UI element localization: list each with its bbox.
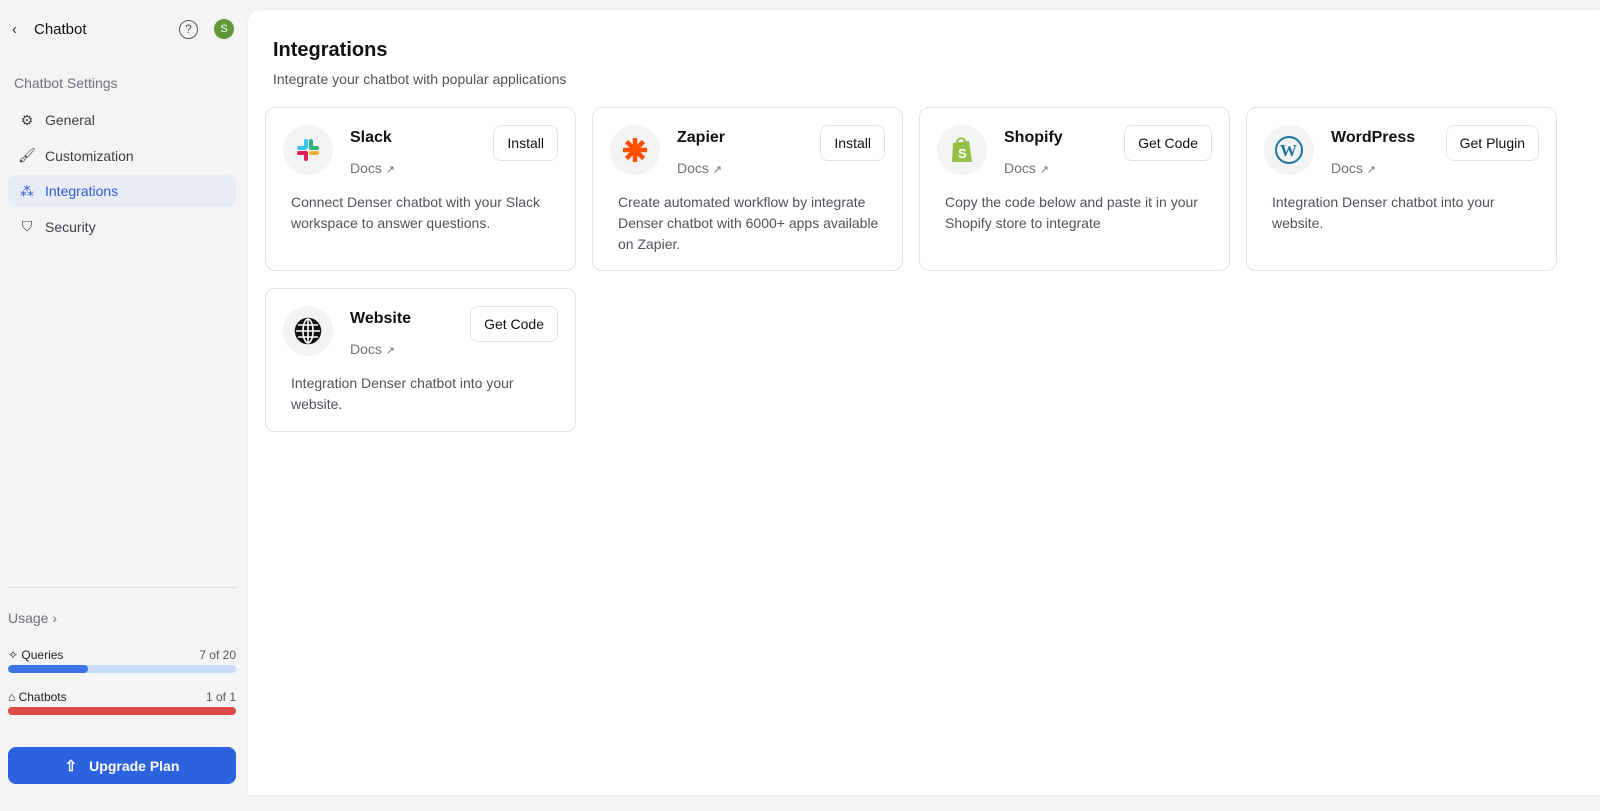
sidebar-item-general[interactable]: ⚙ General <box>8 104 236 136</box>
sidebar-item-integrations[interactable]: ⁂ Integrations <box>8 175 236 207</box>
page-subtitle: Integrate your chatbot with popular appl… <box>273 71 567 87</box>
back-button[interactable]: Chatbot <box>34 20 87 38</box>
docs-link[interactable]: Docs ↗ <box>350 160 395 176</box>
back-chevron-icon[interactable]: ‹ <box>12 20 17 38</box>
integration-card-website: Website Docs ↗ Get Code Integration Dens… <box>265 288 576 432</box>
integration-card-slack: Slack Docs ↗ Install Connect Denser chat… <box>265 107 576 271</box>
external-link-icon: ↗ <box>712 164 723 176</box>
queries-label: Queries <box>21 648 64 662</box>
shield-icon: ⛉ <box>21 218 33 234</box>
zapier-action-button[interactable]: Install <box>820 125 885 161</box>
sparkle-icon: ✧ <box>8 648 22 662</box>
external-link-icon: ↗ <box>385 164 396 176</box>
shopify-logo-icon: S <box>937 125 987 175</box>
gear-icon: ⚙ <box>20 111 34 128</box>
sidebar-item-label: Customization <box>45 147 134 164</box>
main-panel: Integrations Integrate your chatbot with… <box>248 10 1600 795</box>
integrations-icon: ⁂ <box>20 182 34 199</box>
arrow-up-icon: ⇧ <box>64 757 78 775</box>
slack-logo-icon <box>283 125 333 175</box>
wordpress-logo-icon: W <box>1264 125 1314 175</box>
wordpress-action-button[interactable]: Get Plugin <box>1445 125 1539 161</box>
integration-description: Connect Denser chatbot with your Slack w… <box>291 194 541 231</box>
website-action-button[interactable]: Get Code <box>470 306 558 342</box>
integration-card-wordpress: W WordPress Docs ↗ Get Plugin Integratio… <box>1246 107 1557 271</box>
divider <box>8 587 236 588</box>
integration-name: WordPress <box>1331 129 1416 146</box>
shopify-action-button[interactable]: Get Code <box>1124 125 1212 161</box>
chatbots-meter: ⌂ Chatbots 1 of 1 <box>8 690 236 715</box>
docs-link[interactable]: Docs ↗ <box>350 341 395 357</box>
docs-link[interactable]: Docs ↗ <box>1331 160 1376 176</box>
docs-label: Docs <box>677 160 709 176</box>
docs-label: Docs <box>1331 160 1363 176</box>
section-heading: Chatbot Settings <box>14 75 118 91</box>
external-link-icon: ↗ <box>1366 164 1377 176</box>
queries-progress <box>8 665 236 673</box>
docs-link[interactable]: Docs ↗ <box>1004 160 1049 176</box>
integration-name: Shopify <box>1004 129 1063 146</box>
integration-name: Website <box>350 310 412 327</box>
external-link-icon: ↗ <box>1039 164 1050 176</box>
globe-icon <box>283 306 333 356</box>
integration-description: Integration Denser chatbot into your web… <box>291 375 514 412</box>
docs-label: Docs <box>350 160 382 176</box>
slack-action-button[interactable]: Install <box>493 125 558 161</box>
chatbots-progress <box>8 707 236 715</box>
sidebar-item-customization[interactable]: 🖌 Customization <box>8 140 236 172</box>
bot-icon: ⌂ <box>8 690 19 704</box>
sidebar-item-label: Security <box>45 218 96 235</box>
docs-link[interactable]: Docs ↗ <box>677 160 722 176</box>
docs-label: Docs <box>1004 160 1036 176</box>
queries-meter: ✧ Queries 7 of 20 <box>8 648 236 673</box>
integration-card-zapier: Zapier Docs ↗ Install Create automated w… <box>592 107 903 271</box>
sidebar: ‹ Chatbot ? S Chatbot Settings ⚙ General … <box>0 0 248 811</box>
brush-icon: 🖌 <box>18 147 36 163</box>
usage-link[interactable]: Usage › <box>8 610 58 626</box>
page-title: Integrations <box>273 39 388 61</box>
upgrade-plan-button[interactable]: ⇧ Upgrade Plan <box>8 747 236 784</box>
queries-value: 7 of 20 <box>199 648 236 662</box>
sidebar-item-security[interactable]: ⛉ Security <box>8 211 236 243</box>
zapier-logo-icon <box>610 125 660 175</box>
integration-card-shopify: S Shopify Docs ↗ Get Code Copy the code … <box>919 107 1230 271</box>
integration-description: Copy the code below and paste it in your… <box>945 194 1198 231</box>
integration-name: Slack <box>350 129 392 146</box>
chatbots-value: 1 of 1 <box>205 690 236 704</box>
upgrade-label: Upgrade Plan <box>89 757 180 774</box>
help-icon[interactable]: ? <box>179 19 198 39</box>
svg-text:S: S <box>958 146 967 161</box>
svg-text:W: W <box>1280 141 1297 160</box>
integration-description: Integration Denser chatbot into your web… <box>1272 194 1495 231</box>
sidebar-item-label: Integrations <box>45 183 119 199</box>
avatar[interactable]: S <box>214 19 234 39</box>
integration-name: Zapier <box>677 129 726 146</box>
chatbots-label: Chatbots <box>18 690 67 704</box>
sidebar-item-label: General <box>45 112 95 128</box>
integration-description: Create automated workflow by integrate D… <box>618 194 879 252</box>
docs-label: Docs <box>350 341 382 357</box>
external-link-icon: ↗ <box>385 345 396 357</box>
